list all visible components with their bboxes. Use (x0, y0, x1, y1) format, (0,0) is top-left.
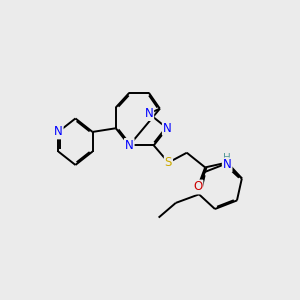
Text: H: H (223, 153, 231, 163)
Text: S: S (165, 156, 172, 169)
Text: N: N (223, 158, 232, 172)
Text: O: O (193, 181, 203, 194)
Text: N: N (54, 125, 63, 138)
Text: N: N (145, 107, 153, 120)
Text: N: N (125, 139, 134, 152)
Text: N: N (163, 122, 172, 135)
